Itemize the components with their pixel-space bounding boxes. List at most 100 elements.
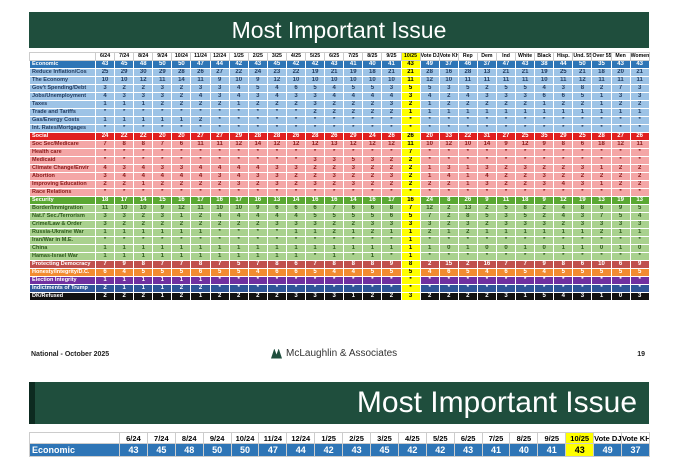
table-cell: 25 — [94, 68, 116, 77]
slide-bottom: Most Important Issue 6/24 7/24 8/24 9/24 10/… — [29, 382, 650, 465]
table-cell: 4 — [534, 84, 555, 93]
table-cell: * — [152, 148, 173, 157]
table-cell: 1 — [266, 252, 287, 261]
table-row: Honesty/Integrity/D.C. 6 4 5 5 5 6 5 5 4 6 6 5 4 4 5 5 5 4… — [29, 268, 650, 277]
column-header: 12/24 — [209, 52, 230, 61]
table-cell: 2 — [381, 156, 402, 165]
table-cell: * — [343, 188, 364, 197]
table-cell: 3 — [305, 180, 326, 189]
table-cell: 4 — [324, 84, 345, 93]
table-row: Russia-Ukraine War 1 1 1 1 1 1 * * * * 1 1 2 1 2 1 1 2 1 2 1 1… — [29, 228, 650, 237]
table-cell: 49 — [419, 60, 440, 69]
table-cell: 12 — [305, 140, 326, 149]
table-cell: * — [266, 276, 287, 285]
table-cell: 2 — [133, 220, 154, 229]
table-cell: * — [305, 276, 326, 285]
table-cell: 1 — [228, 100, 249, 109]
table-row: Soc Sec/Medicare 7 8 8 7 6 11 11 12 14 12 12 12 13 12 1… — [29, 140, 650, 149]
table-cell: 26 — [629, 132, 650, 141]
table-cell: * — [324, 116, 345, 125]
table-cell: 1 — [190, 228, 211, 237]
table-cell: 1 — [534, 228, 555, 237]
table-cell: * — [419, 148, 440, 157]
table-cell: 6 — [610, 260, 631, 269]
table-cell: 31 — [476, 132, 497, 141]
table-cell: * — [572, 156, 593, 165]
table-cell: * — [171, 188, 192, 197]
table-row: Climate Change/Envir 4 3 4 3 3 4 4 4 4 3 3 2 2 3 2 2 2 1 3 1… — [29, 164, 650, 173]
table-cell: * — [591, 276, 612, 285]
table-cell: * — [152, 108, 173, 117]
table-cell: 5 — [343, 84, 364, 93]
table-cell: 11 — [610, 76, 631, 85]
table-cell: 1 — [209, 244, 230, 253]
table-cell: 23 — [266, 68, 287, 77]
table-cell: * — [266, 124, 287, 133]
table-cell: 6 — [553, 92, 574, 101]
table-cell: 5 — [591, 268, 612, 277]
table-cell: 16 — [305, 196, 326, 205]
table-cell: * — [247, 236, 268, 245]
table-cell: 44 — [286, 443, 316, 457]
table-cell: * — [324, 284, 345, 293]
table-cell: 12 — [171, 204, 192, 213]
table-cell: 7 — [400, 204, 421, 213]
table-cell: 1 — [495, 228, 517, 237]
table-cell: 1 — [610, 244, 631, 253]
table-cell: 2 — [495, 100, 517, 109]
table-cell: 3 — [152, 92, 173, 101]
table-cell: 3 — [362, 156, 383, 165]
table-cell: * — [114, 156, 135, 165]
table-cell: * — [515, 284, 536, 293]
table-cell: 2 — [324, 100, 345, 109]
table-cell: 1 — [114, 244, 135, 253]
table-cell: 1 — [572, 108, 593, 117]
table-cell: 2 — [209, 220, 230, 229]
row-label: Honesty/Integrity/D.C. — [29, 268, 96, 277]
column-header: 2/25 — [342, 432, 372, 444]
table-cell: 43 — [610, 60, 631, 69]
table-cell: 8 — [324, 260, 345, 269]
table-cell: 1 — [324, 252, 345, 261]
table-cell: 4 — [534, 268, 555, 277]
table-cell: 2 — [457, 260, 478, 269]
table-cell: 49 — [593, 443, 623, 457]
table-cell: 1 — [591, 292, 612, 301]
table-cell: 18 — [591, 68, 612, 77]
table-cell: 29 — [553, 132, 574, 141]
table-cell: 1 — [515, 228, 536, 237]
column-header: 8/25 — [509, 432, 539, 444]
table-cell: * — [495, 276, 517, 285]
table-cell: 2 — [438, 292, 459, 301]
row-label: Health care — [29, 148, 96, 157]
table-cell: * — [476, 276, 497, 285]
table-cell: 2 — [247, 292, 268, 301]
table-cell: * — [305, 236, 326, 245]
table-cell: 1 — [247, 252, 268, 261]
table-cell: * — [305, 252, 326, 261]
table-cell: 21 — [572, 68, 593, 77]
table-cell: 2 — [133, 292, 154, 301]
table-cell: 7 — [591, 212, 612, 221]
table-cell: 41 — [343, 60, 364, 69]
table-cell: 42 — [425, 443, 455, 457]
table-cell: 2 — [438, 212, 459, 221]
table-cell: 6 — [572, 260, 593, 269]
table-cell: 3 — [324, 292, 345, 301]
column-header: Men — [610, 52, 631, 61]
table-header-row: 6/24 7/24 8/24 9/24 10/24 11/24 12/24 1/25 2/25 3… — [29, 432, 650, 444]
table-cell: * — [534, 188, 555, 197]
table-cell: 4 — [114, 172, 135, 181]
table-cell: * — [610, 276, 631, 285]
table-cell: 21 — [629, 68, 650, 77]
table-cell: 28 — [419, 68, 440, 77]
table-cell: 3 — [171, 164, 192, 173]
table-cell: 5 — [419, 84, 440, 93]
table-cell: 5 — [305, 84, 326, 93]
table-cell: * — [591, 284, 612, 293]
table-row: Medicaid * * * * * * * * * * * 3 3 5 3 2 2 * * * * * * * * * * * * — [29, 156, 650, 165]
table-cell: 1 — [553, 228, 574, 237]
table-cell: 22 — [228, 68, 249, 77]
table-cell: 43 — [400, 60, 421, 69]
table-cell: * — [629, 276, 650, 285]
